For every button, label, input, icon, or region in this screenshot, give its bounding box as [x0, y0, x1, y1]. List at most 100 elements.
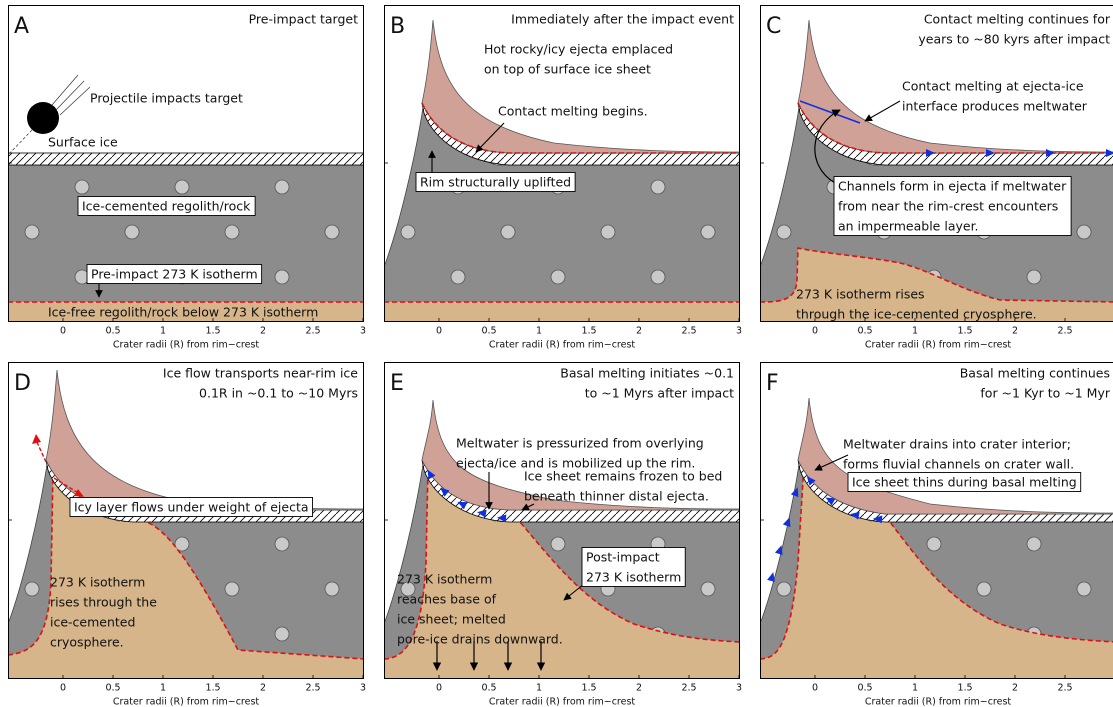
- panel-title: Basal melting continues: [960, 366, 1110, 381]
- annotation-text: Contact melting begins.: [498, 104, 648, 119]
- x-tick-label: 0.5: [857, 326, 872, 337]
- x-tick-label: 0: [60, 326, 66, 337]
- panel-body: Hot rocky/icy ejecta emplaced on top of s…: [384, 5, 740, 322]
- x-tick-label: 0: [812, 683, 818, 694]
- panel-title: Pre-impact target: [249, 12, 358, 27]
- annotation-text: interface produces meltwater: [902, 99, 1088, 114]
- ice-flow: [53, 477, 81, 495]
- x-tick-label: 0: [436, 683, 442, 694]
- annotation: Surface ice: [48, 135, 118, 150]
- meltwater-arrow: [497, 514, 507, 523]
- annotation: Post-impact 273 K isotherm: [581, 547, 686, 587]
- projectile-trail: [51, 74, 79, 106]
- isotherm: [760, 460, 1113, 660]
- x-tick-label: 1.5: [581, 326, 596, 337]
- thawed-zone: [384, 468, 740, 679]
- x-tick-label: 0: [436, 326, 442, 337]
- x-tick-label: 0: [812, 326, 818, 337]
- annotation-arrow: [521, 503, 535, 511]
- annotation: 273 K isotherm rises through the ice-cemen…: [50, 575, 157, 650]
- panel-title: Ice flow transports near-rim ice: [163, 366, 358, 381]
- annotation: Meltwater drains into crater interior; fo…: [843, 437, 1074, 472]
- panel-body: Meltwater drains into crater interior; fo…: [760, 362, 1113, 679]
- meltwater-arrow: [457, 501, 468, 510]
- annotation-text: reaches base of: [397, 592, 497, 607]
- contact-melt-line: [797, 102, 1113, 154]
- annotation-text: cryosphere.: [50, 635, 124, 650]
- thawed-zone: [384, 302, 740, 322]
- x-tick-label: 2: [260, 683, 266, 694]
- meltwater-arrow: [825, 497, 836, 506]
- x-tick-label: 2: [636, 326, 642, 337]
- x-tick-label: 2.5: [305, 683, 320, 694]
- x-tick-label: 2: [1012, 326, 1018, 337]
- x-tick-label: 2: [636, 683, 642, 694]
- annotation-text: rises through the: [50, 595, 157, 610]
- panel-title: to ~1 Myrs after impact: [585, 386, 734, 401]
- panel: Meltwater is pressurized from overlying e…: [384, 362, 742, 707]
- ice-flow-head: [32, 434, 41, 444]
- panel-letter: D: [14, 371, 31, 396]
- x-tick-label: 1: [536, 683, 542, 694]
- thawed-zone: [8, 302, 364, 322]
- meltwater-arrow: [767, 572, 775, 582]
- x-tick-label: 2.5: [681, 326, 696, 337]
- panel: Projectile impacts target Surface ice Ice-…: [8, 5, 366, 351]
- thawed-zone: [760, 464, 1113, 679]
- x-tick-label: 3: [360, 683, 366, 694]
- annotation-text: from near the rim-crest encounters: [838, 199, 1058, 214]
- x-tick-label: 1: [912, 326, 918, 337]
- annotation-text: Ice-free regolith/rock below 273 K isoth…: [48, 305, 318, 320]
- annotation-text: Rim structurally uplifted: [420, 175, 571, 190]
- surface-ice: [8, 152, 364, 166]
- meltwater-arrow: [427, 469, 436, 480]
- x-tick-label: 2: [1012, 683, 1018, 694]
- annotation: Ice-cemented regolith/rock: [77, 196, 256, 216]
- annotation-text: Surface ice: [48, 135, 118, 150]
- panel-letter: B: [390, 14, 405, 39]
- x-tick-label: 1.5: [957, 326, 972, 337]
- x-tick-label: 0.5: [481, 326, 496, 337]
- panel-body: Icy layer flows under weight of ejecta 27…: [8, 362, 364, 679]
- x-tick-label: 2.5: [1057, 326, 1072, 337]
- trajectory: [8, 129, 33, 156]
- label-box: [86, 264, 263, 284]
- annotation: Pre-impact 273 K isotherm: [86, 264, 263, 284]
- x-axis-label: Crater radii (R) from rim−crest: [113, 340, 260, 351]
- ice-flow-head: [74, 489, 84, 497]
- annotation-text: beneath thinner distal ejecta.: [524, 489, 709, 504]
- annotation-arrow: [475, 122, 505, 153]
- meltwater-arrow: [440, 487, 450, 497]
- panel-frame: [8, 5, 364, 322]
- ejecta: [797, 397, 1113, 515]
- x-tick-label: 1: [536, 326, 542, 337]
- annotation-text: 273 K isotherm rises: [796, 287, 925, 302]
- panel-letter: E: [390, 371, 404, 396]
- x-tick-label: 3: [360, 326, 366, 337]
- annotation: Projectile impacts target: [90, 91, 243, 106]
- panel-frame: [8, 362, 364, 679]
- ice-flow: [35, 439, 47, 463]
- annotation: Ice sheet thins during basal melting: [847, 472, 1082, 492]
- projectile-trail: [55, 80, 85, 111]
- x-tick-label: 2.5: [681, 683, 696, 694]
- annotation: Ice sheet remains frozen to bed beneath t…: [524, 469, 722, 504]
- x-tick-label: 2.5: [305, 326, 320, 337]
- panel-title: Contact melting continues for: [924, 12, 1111, 27]
- meltwater-arrow: [790, 487, 799, 498]
- annotation: Icy layer flows under weight of ejecta: [69, 497, 313, 517]
- ground: [8, 164, 364, 322]
- label-box: [69, 497, 313, 517]
- meltwater-arrow: [1106, 149, 1113, 157]
- label-box: [77, 196, 256, 216]
- x-tick-label: 0.5: [857, 683, 872, 694]
- annotation-text: Pre-impact 273 K isotherm: [91, 267, 258, 282]
- panel-body: Meltwater is pressurized from overlying e…: [384, 362, 740, 679]
- x-tick-label: 0: [60, 683, 66, 694]
- annotation-arrow: [814, 454, 849, 471]
- annotation-text: through the ice-cemented cryosphere.: [796, 307, 1037, 322]
- x-axis-label: Crater radii (R) from rim−crest: [865, 340, 1012, 351]
- panel-letter: C: [766, 14, 781, 39]
